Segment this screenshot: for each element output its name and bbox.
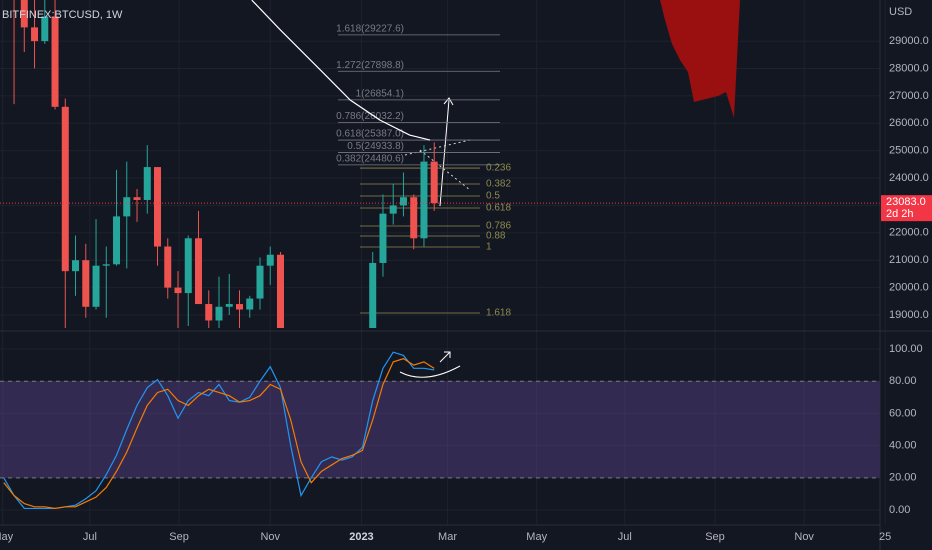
candle-body xyxy=(266,254,274,266)
countdown: 2d 2h xyxy=(886,208,914,220)
candle-body xyxy=(164,246,172,288)
unit-label: USD xyxy=(889,6,912,18)
fib-label: 1 xyxy=(486,242,492,253)
candle-body xyxy=(102,264,110,266)
candle-body xyxy=(410,197,418,239)
y-tick-label: 21000.0 xyxy=(889,254,929,266)
y-tick-label: 20000.0 xyxy=(889,282,929,294)
x-tick-label: Mar xyxy=(438,531,457,543)
fib-label: 0.88 xyxy=(486,231,506,242)
candle-body xyxy=(41,16,49,42)
x-tick-label: Nov xyxy=(794,531,814,543)
x-tick-label: 25 xyxy=(879,531,891,543)
candle-body xyxy=(113,216,121,265)
fib-label: 0.618(25387.0) xyxy=(336,129,404,140)
candle-body xyxy=(61,106,69,272)
x-tick-label: 2023 xyxy=(349,531,373,543)
candle-body xyxy=(205,304,213,321)
candle-body xyxy=(123,197,131,217)
y-tick-label: 27000.0 xyxy=(889,90,929,102)
y-tick-label: 19000.0 xyxy=(889,309,929,321)
fib-label: 0.5 xyxy=(486,191,500,202)
candle-body xyxy=(399,197,407,206)
y-tick-label: 0.00 xyxy=(889,504,910,516)
oscillator-pane xyxy=(0,351,880,510)
candle-body xyxy=(20,0,28,28)
fib-label: 0.382(24480.6) xyxy=(336,154,404,165)
chart-title: BITFINEX:BTCUSD, 1W xyxy=(2,9,123,21)
y-tick-label: 24000.0 xyxy=(889,172,929,184)
candle-body xyxy=(215,306,223,321)
price-badge xyxy=(881,195,932,222)
fib-label: 0.786 xyxy=(486,221,511,232)
fib-label: 0.618 xyxy=(486,203,511,214)
candle-body xyxy=(235,304,243,310)
candle-body xyxy=(51,16,59,107)
price-label: 23083.0 xyxy=(886,196,926,208)
oscillator-line xyxy=(3,351,435,510)
y-tick-label: 40.00 xyxy=(889,440,917,452)
candle-body xyxy=(184,238,192,294)
oscillator-line xyxy=(3,358,435,510)
x-tick-label: May xyxy=(526,531,547,543)
arrow xyxy=(439,99,450,207)
fib-label: 0.236 xyxy=(486,163,511,174)
arrow-head xyxy=(444,351,451,358)
fib-label: 1.618 xyxy=(486,308,511,319)
candle-body xyxy=(430,161,438,204)
candle-body xyxy=(133,197,141,200)
candle-body xyxy=(256,265,264,299)
fib-label: 0.5(24933.8) xyxy=(347,141,404,152)
candle-body xyxy=(174,287,182,294)
candle-body xyxy=(72,260,80,272)
y-tick-label: 29000.0 xyxy=(889,35,929,47)
y-tick-label: 28000.0 xyxy=(889,62,929,74)
dotted-line xyxy=(419,149,471,191)
candle-body xyxy=(154,167,162,247)
candle-body xyxy=(92,265,100,307)
candle-body xyxy=(225,304,233,307)
y-tick-label: 26000.0 xyxy=(889,117,929,129)
y-tick-label: 25000.0 xyxy=(889,145,929,157)
x-tick-label: May xyxy=(0,531,14,543)
y-tick-label: 80.00 xyxy=(889,375,917,387)
arrow xyxy=(439,351,451,363)
candle-body xyxy=(143,167,151,200)
candle-body xyxy=(379,213,387,263)
y-tick-label: 20.00 xyxy=(889,472,917,484)
fib-label: 0.382 xyxy=(486,179,511,190)
x-tick-label: Sep xyxy=(169,531,189,543)
candle-body xyxy=(246,298,254,310)
y-tick-label: 100.00 xyxy=(889,343,923,355)
indicator-shape xyxy=(660,0,740,118)
candle-body xyxy=(31,27,39,42)
candle-body xyxy=(389,205,397,214)
moving-average xyxy=(251,0,431,141)
band xyxy=(0,381,880,478)
x-tick-label: Nov xyxy=(260,531,280,543)
curved-arrow xyxy=(399,365,461,378)
arrow-head xyxy=(443,97,454,106)
fib-label: 1(26854.1) xyxy=(356,89,404,100)
candle-body xyxy=(276,254,284,328)
candle-body xyxy=(369,262,377,328)
x-tick-label: Sep xyxy=(705,531,725,543)
fib-label: 1.272(27898.8) xyxy=(336,60,404,71)
x-tick-label: Jul xyxy=(83,531,97,543)
fib-label: 0.786(26032.2) xyxy=(336,111,404,122)
x-tick-label: Jul xyxy=(618,531,632,543)
y-tick-label: 60.00 xyxy=(889,407,917,419)
fib-label: 1.618(29227.6) xyxy=(336,23,404,34)
candle-body xyxy=(195,238,203,305)
price-pane: 1.618(29227.6) 1.272(27898.8) 1(26854.1) 0.… xyxy=(0,0,880,328)
candle-body xyxy=(420,161,428,239)
y-tick-label: 22000.0 xyxy=(889,227,929,239)
candle-body xyxy=(82,260,90,307)
